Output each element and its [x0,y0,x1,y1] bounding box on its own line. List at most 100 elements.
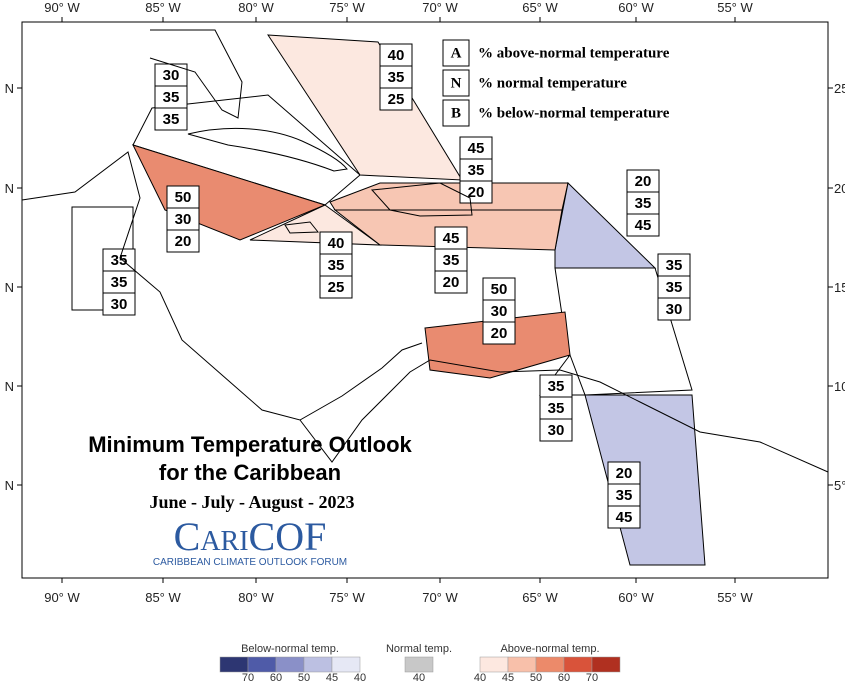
subtitle: June - July - August - 2023 [149,492,354,512]
scale-tick: 60 [558,672,570,684]
lon-label: 90° W [44,590,80,605]
prob-box [626,213,660,237]
prob-value: 35 [666,279,683,296]
prob-value: 35 [163,111,180,128]
scale-tick: 50 [530,672,542,684]
prob-value: 35 [111,252,128,269]
prob-box [166,229,200,253]
prob-value: 20 [616,465,633,482]
scale-tick: 50 [298,672,310,684]
prob-value: 35 [616,487,633,504]
lon-label: 80° W [238,590,274,605]
prob-value: 45 [443,230,460,247]
title: for the Caribbean [159,460,341,485]
legend-key: B [451,105,461,121]
lon-label: 70° W [422,0,458,15]
title-block: Minimum Temperature Outlook for the Cari… [88,432,412,568]
prob-value: 20 [468,184,485,201]
lon-label: 55° W [717,590,753,605]
prob-value: 40 [328,235,345,252]
lat-label: N [5,280,14,295]
scale-tick: 45 [326,672,338,684]
prob-value: 30 [111,296,128,313]
legend-box [442,99,470,127]
prob-box [657,297,691,321]
prob-box [607,505,641,529]
prob-value: 20 [635,173,652,190]
lon-label: 90° W [44,0,80,15]
prob-value: 35 [666,257,683,274]
lat-label: 20 [834,181,845,196]
prob-value: 35 [548,400,565,417]
prob-value: 30 [491,303,508,320]
scale-tick: 40 [413,672,425,684]
lat-label: 5° [834,478,845,493]
prob-value: 30 [666,301,683,318]
prob-value: 45 [616,509,633,526]
coastline [21,151,423,421]
prob-value: 35 [635,195,652,212]
lat-label: N [5,478,14,493]
scale-tick: 40 [354,672,366,684]
scale-swatch [404,656,434,673]
region [132,94,361,206]
legend: A N B % above-normal temperature % norma… [442,39,670,127]
scale-tick: 60 [270,672,282,684]
lon-label: 75° W [329,0,365,15]
prob-box [379,87,413,111]
coastline [187,127,348,172]
prob-box [319,275,353,299]
prob-value: 25 [328,279,345,296]
axes: 90° W 90° W 85° W 85° W 80° W 80° W 75° W 75° W… [5,0,845,605]
lon-label: 60° W [618,590,654,605]
scale-swatch [247,656,277,673]
prob-value: 45 [468,140,485,157]
scale-swatch [507,656,537,673]
lon-label: 75° W [329,590,365,605]
prob-box [482,321,516,345]
prob-value: 30 [548,422,565,439]
scale-swatch [331,656,361,673]
scale-swatch [219,656,249,673]
prob-value: 35 [548,378,565,395]
coastline [284,221,320,234]
prob-value: 50 [175,189,192,206]
lon-label: 85° W [145,590,181,605]
scale-tick: 70 [586,672,598,684]
prob-value: 45 [635,217,652,234]
lon-label: 85° W [145,0,181,15]
region [424,311,571,379]
prob-box [154,107,188,131]
lon-label: 80° W [238,0,274,15]
scale-label: Above-normal temp. [500,643,599,655]
legend-text: % normal temperature [478,75,627,91]
coastline [370,182,473,217]
lon-label: 65° W [522,590,558,605]
scale-swatch [535,656,565,673]
scale-label: Below-normal temp. [241,643,339,655]
prob-value: 20 [491,325,508,342]
color-scale: Below-normal temp. 70 60 50 45 40 Normal temp.… [219,643,621,684]
map-frame [21,21,829,579]
prob-value: 35 [388,69,405,86]
coastline [299,359,829,473]
lon-label: 60° W [618,0,654,15]
scale-swatch [591,656,621,673]
lat-label: 15 [834,280,845,295]
lon-label: 65° W [522,0,558,15]
prob-value: 35 [443,252,460,269]
coastlines [21,29,829,473]
prob-box [539,418,573,442]
scale-tick: 45 [502,672,514,684]
legend-key: A [451,45,462,61]
lat-label: N [5,181,14,196]
legend-key: N [451,75,462,91]
title: Minimum Temperature Outlook [88,432,412,457]
logo-subtitle: CARIBBEAN CLIMATE OUTLOOK FORUM [153,557,347,568]
lon-label: 70° W [422,590,458,605]
scale-swatch [563,656,593,673]
lat-label: 25 [834,81,845,96]
lat-label: N [5,81,14,96]
prob-value: 50 [491,281,508,298]
